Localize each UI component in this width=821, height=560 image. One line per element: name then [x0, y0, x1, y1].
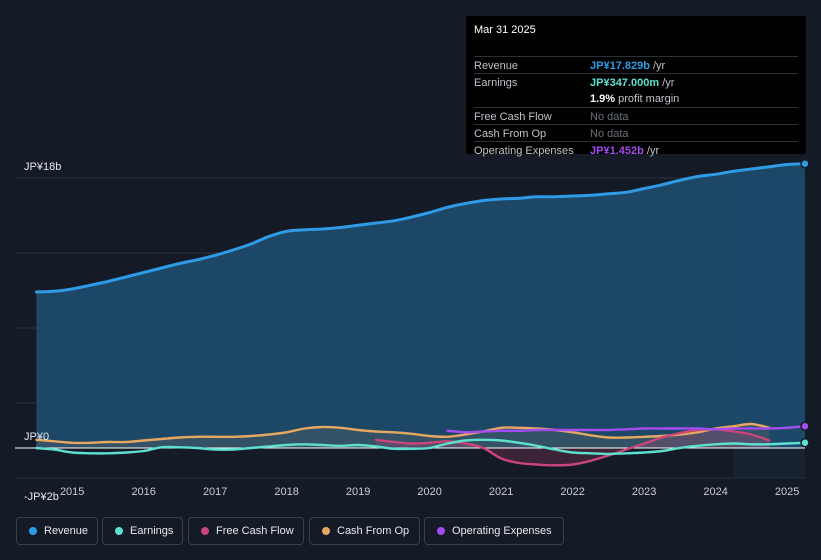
- earnings-line: [35, 438, 807, 456]
- tooltip-value-revenue: JP¥17.829b: [590, 60, 650, 72]
- legend-label-cash-from-op: Cash From Op: [337, 525, 410, 537]
- tooltip-value-cash-from-op: No data: [590, 128, 629, 140]
- legend-label-revenue: Revenue: [44, 525, 89, 537]
- x-tick-label: 2015: [60, 486, 84, 498]
- tooltip-value-profit-margin: 1.9%: [590, 93, 616, 105]
- legend-label-free-cash-flow: Free Cash Flow: [216, 525, 294, 537]
- tooltip-label-cash-from-op: Cash From Op: [474, 128, 547, 140]
- revenue-area: [36, 163, 805, 449]
- free-cash-flow-dot-icon: [201, 527, 209, 535]
- earnings-end-marker: [800, 438, 810, 448]
- tooltip-label-revenue: Revenue: [474, 60, 519, 72]
- x-tick-label: 2020: [417, 486, 441, 498]
- tooltip-row-free-cash-flow: Free Cash Flow No data: [474, 107, 798, 125]
- revenue-end-marker: [800, 159, 810, 169]
- legend-item-operating-expenses[interactable]: Operating Expenses: [424, 517, 564, 545]
- cash-from-op-dot-icon: [322, 527, 330, 535]
- tooltip-row-profit-margin: 1.9% profit margin: [474, 90, 798, 107]
- tooltip-value-free-cash-flow: No data: [590, 111, 629, 123]
- tooltip-label-free-cash-flow: Free Cash Flow: [474, 111, 552, 123]
- legend-label-operating-expenses: Operating Expenses: [452, 525, 552, 537]
- tooltip-label-earnings: Earnings: [474, 77, 518, 89]
- legend-item-earnings[interactable]: Earnings: [102, 517, 183, 545]
- earnings-dot-icon: [115, 527, 123, 535]
- tooltip-row-cash-from-op: Cash From Op No data: [474, 124, 798, 142]
- legend-item-free-cash-flow[interactable]: Free Cash Flow: [188, 517, 304, 545]
- x-tick-label: 2016: [131, 486, 155, 498]
- tooltip-row-earnings: Earnings JP¥347.000m /yr: [474, 73, 798, 91]
- x-tick-label: 2021: [489, 486, 513, 498]
- tooltip-label-operating-expenses: Operating Expenses: [474, 145, 574, 157]
- x-tick-label: 2023: [632, 486, 656, 498]
- free-cash-flow-area: [376, 429, 770, 466]
- tooltip-value-operating-expenses: JP¥1.452b: [590, 145, 644, 157]
- tooltip-panel: Mar 31 2025 Revenue JP¥17.829b /yr Earni…: [466, 16, 806, 157]
- revenue-line: [34, 162, 807, 294]
- revenue-dot-icon: [29, 527, 37, 535]
- cash-from-op-area: [36, 423, 770, 448]
- x-tick-label: 2025: [775, 486, 799, 498]
- x-tick-label: 2017: [203, 486, 227, 498]
- legend-label-earnings: Earnings: [130, 525, 174, 537]
- tooltip-unit-profit-margin: profit margin: [618, 93, 680, 105]
- tooltip-unit-earnings: /yr: [662, 77, 675, 89]
- y-tick-label: -JP¥2b: [24, 491, 59, 503]
- operating-expenses-line: [446, 425, 807, 434]
- tooltip-unit-revenue: /yr: [653, 60, 666, 72]
- tooltip-row-revenue: Revenue JP¥17.829b /yr: [474, 56, 798, 74]
- y-tick-label: JP¥18b: [24, 161, 61, 173]
- operating-expenses-dot-icon: [437, 527, 445, 535]
- operating-expenses-end-marker: [800, 421, 810, 431]
- legend-item-cash-from-op[interactable]: Cash From Op: [309, 517, 420, 545]
- x-tick-label: 2022: [560, 486, 584, 498]
- cash-from-op-line: [35, 422, 771, 445]
- tooltip-value-earnings: JP¥347.000m: [590, 77, 660, 89]
- x-tick-label: 2018: [274, 486, 298, 498]
- x-tick-label: 2019: [346, 486, 370, 498]
- y-tick-label: JP¥0: [24, 431, 49, 443]
- tooltip-unit-operating-expenses: /yr: [646, 145, 660, 157]
- legend-item-revenue[interactable]: Revenue: [16, 517, 98, 545]
- tooltip-row-operating-expenses: Operating Expenses JP¥1.452b /yr: [474, 141, 798, 159]
- tooltip-date: Mar 31 2025: [474, 24, 536, 36]
- x-tick-label: 2024: [703, 486, 727, 498]
